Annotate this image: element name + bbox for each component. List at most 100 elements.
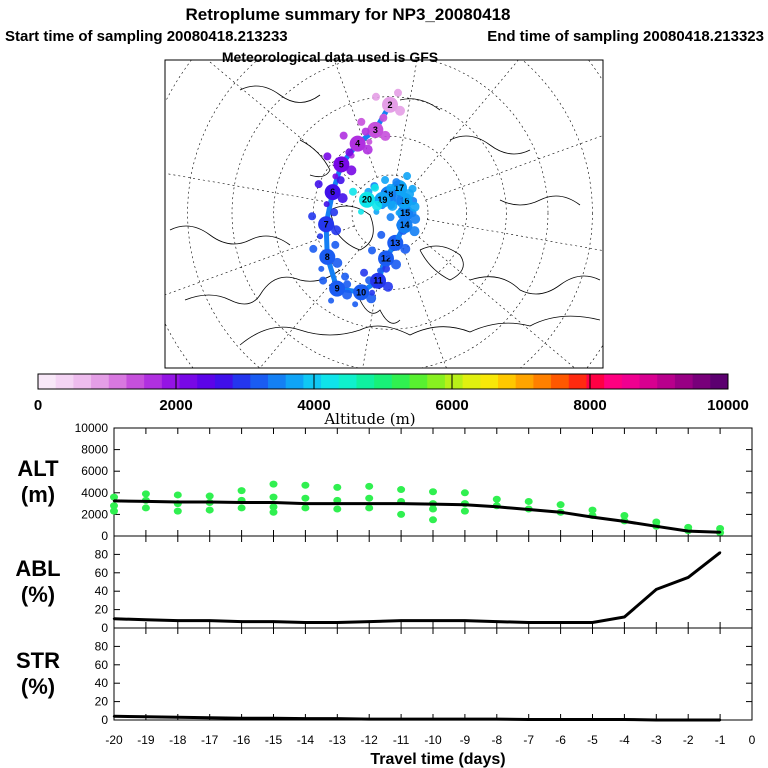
figure-title: Retroplume summary for NP3_20080418 (185, 5, 510, 24)
altitude-particle (110, 502, 118, 510)
x-tick-label: -15 (265, 733, 283, 747)
plume-point-label: 19 (377, 195, 387, 205)
series-point (176, 500, 179, 504)
series-point (399, 619, 403, 622)
latitude-circle (187, 60, 593, 368)
colorbar-tick-label: 8000 (573, 397, 606, 414)
latitude-circle (231, 60, 549, 368)
panel-ylabel-unit: (%) (21, 582, 55, 607)
colorbar-tick-label: 10000 (707, 397, 749, 414)
x-tick-label: -8 (491, 733, 502, 747)
plume-particle (357, 117, 366, 126)
plume-particle (382, 264, 391, 273)
series-point (272, 501, 275, 504)
y-tick-label: 60 (95, 566, 109, 580)
altitude-particle (141, 504, 150, 512)
plume-point-label: 4 (355, 139, 360, 149)
colorbar-tick-label: 4000 (297, 397, 330, 414)
plume-particle (308, 212, 317, 221)
x-axis-label: Travel time (days) (370, 751, 505, 768)
y-tick-label: 2000 (81, 507, 108, 521)
altitude-particle (173, 507, 182, 515)
plume-particle (369, 289, 376, 296)
panel-frame (113, 627, 753, 721)
x-tick-label: -12 (361, 733, 379, 747)
series-point (144, 500, 148, 503)
plume-point (329, 280, 346, 297)
plume-particle (314, 180, 323, 189)
panel-alt: 0 2000 4000 6000 8000 10000 ALT(m) (17, 421, 753, 543)
plume-particle (409, 226, 420, 237)
series-point (368, 717, 371, 721)
colorbar-cell (321, 374, 340, 389)
altitude-particle (205, 506, 214, 514)
plume-point-label: 13 (390, 238, 400, 248)
plume-particle (368, 246, 377, 255)
series-point (431, 717, 435, 721)
panel-frame (113, 535, 753, 629)
plume-particle (330, 208, 339, 217)
x-tick-label: -4 (619, 733, 630, 747)
series-point (208, 716, 211, 719)
plume-point (397, 205, 414, 221)
plume-particle (379, 113, 388, 122)
altitude-particle (237, 504, 246, 512)
plume-point-label: 20 (362, 195, 372, 205)
y-tick-label: 0 (101, 529, 108, 543)
series-point (463, 503, 467, 506)
x-tick-label: -1 (715, 733, 726, 747)
y-tick-label: 0 (101, 621, 108, 635)
plume-point-label: 17 (394, 183, 404, 193)
colorbar-cell (551, 374, 570, 389)
colorbar-cell (409, 374, 428, 389)
colorbar-cell (303, 374, 322, 389)
altitude-particle (429, 516, 437, 524)
series-point (112, 715, 116, 718)
altitude-particle (301, 481, 310, 489)
series-point (368, 620, 371, 623)
series-point (591, 621, 594, 624)
altitude-particle (397, 510, 406, 518)
colorbar-tick-label: 2000 (159, 397, 192, 414)
plume-particle (395, 209, 402, 216)
plume-particle (381, 176, 390, 185)
plume-particle (346, 165, 357, 176)
colorbar-tick-label: 0 (34, 397, 42, 414)
altitude-colorbar: 0 2000 4000 6000 8000 10000 Altitude (m) (34, 373, 749, 428)
plume-point-label: 18 (383, 189, 393, 199)
colorbar-cell (674, 374, 694, 389)
plume-particle (386, 213, 395, 222)
plume-point (318, 216, 335, 233)
series-point (336, 502, 339, 505)
series-point (559, 511, 562, 514)
series-point (655, 525, 658, 528)
altitude-particle (460, 489, 469, 497)
plume-point-label: 11 (373, 276, 383, 286)
colorbar-tick-label: 6000 (435, 397, 468, 414)
colorbar-cell (533, 374, 552, 389)
latitude-circle (273, 96, 507, 330)
altitude-particle (460, 507, 469, 515)
series-point (208, 500, 211, 504)
series-point (495, 620, 498, 623)
colorbar-cell (144, 374, 163, 389)
series-point (112, 617, 116, 620)
plume-particle (360, 268, 369, 277)
panel-ylabel: ABL (15, 556, 60, 581)
y-tick-label: 40 (95, 676, 109, 690)
colorbar-cell (568, 374, 587, 389)
y-tick-label: 60 (95, 658, 109, 672)
y-tick-label: 4000 (81, 486, 108, 500)
x-tick-label: -11 (393, 733, 410, 747)
series-point (527, 718, 530, 721)
colorbar-cell (161, 374, 181, 389)
plume-point-label: 6 (330, 187, 335, 197)
plume-particle (349, 187, 358, 196)
colorbar-label: Altitude (m) (323, 410, 415, 428)
plume-point-label: 3 (373, 125, 378, 135)
altitude-particle (269, 508, 278, 516)
colorbar-cell (356, 374, 375, 389)
colorbar-cell (126, 374, 145, 389)
colorbar-cell (444, 374, 464, 389)
